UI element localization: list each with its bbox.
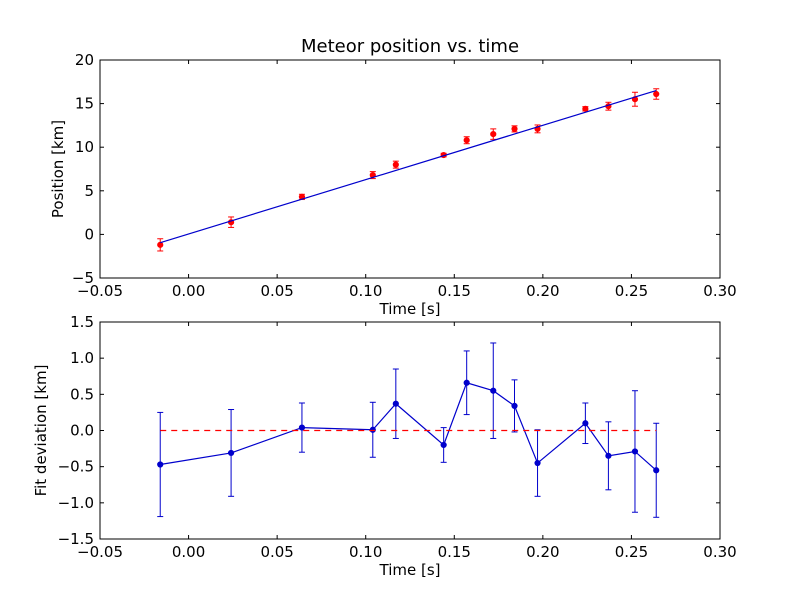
x-tick-label: 0.00 (172, 282, 205, 300)
y-tick-label: 0 (84, 225, 94, 243)
x-axis-label: Time [s] (379, 300, 441, 318)
y-tick-label: −0.5 (58, 458, 94, 476)
chart-title: Meteor position vs. time (301, 36, 519, 57)
x-tick-label: 0.15 (438, 543, 471, 561)
data-point (653, 90, 660, 98)
x-tick-label: 0.25 (615, 543, 648, 561)
y-axis-label: Position [km] (49, 120, 67, 218)
fit-line (160, 89, 657, 244)
data-point (157, 241, 164, 248)
y-tick-label: 15 (75, 95, 94, 113)
y-tick-label: 5 (84, 182, 94, 200)
data-point (582, 420, 589, 427)
data-point (463, 137, 470, 144)
data-point (534, 459, 541, 467)
data-point (511, 125, 518, 132)
x-tick-label: 0.10 (349, 543, 382, 561)
axes-frame (99, 59, 721, 279)
y-tick-label: −1.0 (58, 494, 94, 512)
x-tick-label: 0.15 (438, 282, 471, 300)
data-point (392, 400, 399, 407)
data-point (605, 452, 612, 459)
data-point (392, 161, 399, 168)
y-tick-label: 1.0 (70, 349, 94, 367)
y-tick-label: 1.5 (70, 313, 94, 331)
y-tick-label: 0.0 (70, 422, 94, 440)
x-tick-label: 0.05 (260, 543, 293, 561)
data-point (490, 131, 497, 138)
data-point (582, 105, 589, 112)
y-tick-label: −1.5 (58, 530, 94, 548)
y-tick-label: 20 (75, 51, 94, 69)
data-point (463, 379, 470, 386)
y-tick-label: 10 (75, 138, 94, 156)
x-tick-label: 0.20 (526, 282, 559, 300)
plot-position (157, 88, 660, 252)
deviation-line (160, 382, 657, 471)
x-axis-label: Time [s] (379, 561, 441, 579)
data-point (440, 441, 447, 449)
x-tick-label: 0.00 (172, 543, 205, 561)
x-tick-label: −0.05 (77, 282, 123, 300)
data-point (631, 448, 639, 455)
data-point (653, 467, 660, 474)
data-point (298, 424, 306, 431)
data-point (511, 402, 518, 410)
x-tick-label: 0.30 (703, 282, 736, 300)
y-axis-label: Fit deviation [km] (32, 365, 50, 497)
x-tick-label: 0.05 (260, 282, 293, 300)
x-tick-label: −0.05 (77, 543, 123, 561)
data-point (227, 449, 235, 457)
x-tick-label: 0.20 (526, 543, 559, 561)
data-point (490, 387, 497, 394)
x-tick-label: 0.30 (703, 543, 736, 561)
data-point (369, 426, 376, 433)
plot-deviation (157, 342, 660, 518)
x-tick-label: 0.10 (349, 282, 382, 300)
y-tick-label: −5 (72, 269, 94, 287)
y-tick-label: 0.5 (70, 385, 94, 403)
data-point (157, 461, 164, 468)
x-tick-label: 0.25 (615, 282, 648, 300)
